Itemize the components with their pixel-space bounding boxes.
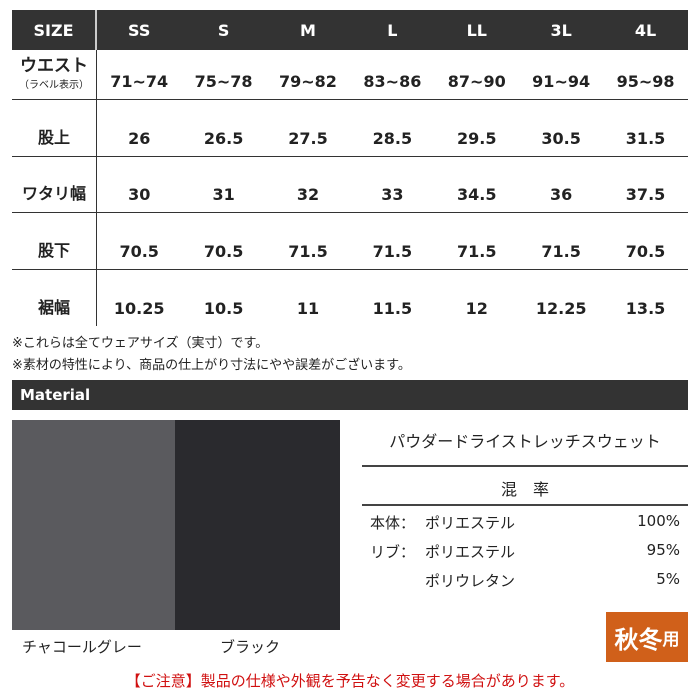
swatch-charcoal-gray [12, 420, 175, 630]
table-cell: 34.5 [457, 185, 497, 204]
table-cell: 30.5 [541, 129, 581, 148]
table-cell: 75~78 [194, 72, 253, 91]
table-cell: 83~86 [363, 72, 422, 91]
composition-material: ポリエステル [425, 543, 516, 561]
fabric-name: パウダードライストレッチスウェット [389, 432, 661, 451]
divider [362, 465, 688, 467]
table-cell: 27.5 [288, 129, 328, 148]
size-header-SS: SS [128, 20, 151, 40]
swatch-label-black: ブラック [220, 638, 281, 656]
table-row: 裾幅 10.25 10.5 11 11.5 12 12.25 13.5 [12, 270, 688, 326]
row-label-text: 裾幅 [37, 298, 70, 317]
table-row: 股下 70.5 70.5 71.5 71.5 71.5 71.5 70.5 [12, 213, 688, 270]
table-cell: 10.5 [203, 299, 244, 318]
season-badge-suffix: 用 [662, 629, 680, 650]
size-header-L: L [387, 20, 398, 40]
table-cell: 12.25 [535, 299, 587, 318]
table-cell: 37.5 [625, 185, 666, 204]
season-badge-main: 秋冬 [614, 625, 663, 654]
table-cell: 31 [212, 185, 235, 204]
table-cell: 26.5 [203, 129, 244, 148]
table-cell: 33 [381, 185, 404, 204]
table-cell: 95~98 [616, 72, 675, 91]
row-sublabel: （ラベル表示） [19, 80, 89, 91]
table-cell: 10.25 [113, 299, 165, 318]
note-tolerance: ※素材の特性により、商品の仕上がり寸法にやや誤差がございます。 [12, 358, 411, 373]
composition-material: ポリエステル [425, 514, 516, 532]
table-cell: 71.5 [457, 242, 497, 261]
table-cell: 11 [296, 299, 320, 318]
divider [362, 504, 688, 506]
table-row: ワタリ幅 30 31 32 33 34.5 36 37.5 [12, 157, 688, 213]
table-cell: 12 [465, 299, 488, 318]
table-cell: 70.5 [203, 242, 244, 261]
row-label-text: 股上 [37, 128, 70, 147]
note-actual-size: ※これらは全てウェアサイズ（実寸）です。 [12, 336, 269, 351]
table-cell: 28.5 [372, 129, 413, 148]
table-cell: 71~74 [110, 72, 169, 91]
table-cell: 31.5 [625, 129, 666, 148]
table-cell: 36 [550, 185, 573, 204]
table-cell: 32 [296, 185, 320, 204]
swatch-label-charcoal-gray: チャコールグレー [22, 638, 142, 656]
season-badge: 秋冬用 [606, 612, 688, 662]
row-label: 股上 [12, 100, 97, 156]
size-table-header: SIZE SS S M L LL 3L 4L [12, 10, 688, 50]
composition-percent: 95% [646, 541, 680, 559]
table-cell: 70.5 [625, 242, 666, 261]
table-cell: 13.5 [625, 299, 666, 318]
composition-material: ポリウレタン [425, 572, 516, 590]
row-label-text: 股下 [37, 241, 70, 260]
table-cell: 11.5 [372, 299, 413, 318]
composition-percent: 5% [656, 570, 680, 588]
size-header-LL: LL [466, 20, 487, 40]
table-cell: 26 [128, 129, 151, 148]
material-heading: Material [12, 380, 688, 410]
table-cell: 71.5 [541, 242, 581, 261]
size-header-3L: 3L [550, 20, 572, 40]
table-cell: 87~90 [447, 72, 506, 91]
table-cell: 30 [128, 185, 151, 204]
table-row: ウエスト （ラベル表示） 71~74 75~78 79~82 83~86 87~90 91~9… [12, 50, 688, 100]
row-label-text: ワタリ幅 [21, 184, 86, 203]
table-cell: 29.5 [457, 129, 497, 148]
table-cell: 91~94 [532, 72, 591, 91]
caution-note: 【ご注意】製品の仕様や外観を予告なく変更する場合があります。 [125, 672, 575, 690]
row-label: 裾幅 [12, 270, 97, 326]
row-label: 股下 [12, 213, 97, 269]
row-label: ワタリ幅 [12, 157, 97, 212]
table-cell: 70.5 [119, 242, 159, 261]
row-label-text: ウエスト [20, 56, 88, 76]
composition-part: 本体： [370, 514, 416, 532]
table-row: 股上 26 26.5 27.5 28.5 29.5 30.5 31.5 [12, 100, 688, 157]
size-header-4L: 4L [634, 20, 657, 40]
row-label: ウエスト （ラベル表示） [12, 50, 97, 99]
size-header-label: SIZE [12, 10, 97, 50]
size-header-S: S [217, 20, 230, 40]
composition-percent: 100% [637, 512, 680, 530]
table-cell: 71.5 [372, 242, 413, 261]
table-cell: 79~82 [279, 72, 337, 91]
swatch-black [175, 420, 340, 630]
size-header-M: M [300, 20, 316, 40]
table-cell: 71.5 [288, 242, 328, 261]
blend-heading: 混 率 [500, 480, 549, 499]
composition-part: リブ： [370, 543, 416, 561]
